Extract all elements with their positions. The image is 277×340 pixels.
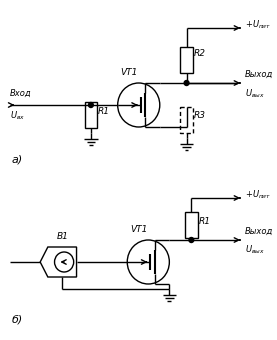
- Bar: [180, 107, 193, 133]
- Text: Выход: Выход: [245, 227, 273, 236]
- Bar: [180, 47, 193, 73]
- Text: $+U_{пит}$: $+U_{пит}$: [245, 189, 271, 201]
- Text: VT1: VT1: [130, 225, 147, 234]
- Text: а): а): [11, 154, 23, 164]
- Text: Вход: Вход: [10, 89, 31, 98]
- Text: VT1: VT1: [120, 68, 138, 77]
- Text: R1: R1: [199, 217, 211, 225]
- Text: $U_{вх}$: $U_{вх}$: [10, 110, 25, 122]
- Circle shape: [184, 81, 189, 85]
- Text: $U_{вых}$: $U_{вых}$: [245, 244, 265, 256]
- Text: R3: R3: [194, 112, 206, 120]
- Circle shape: [88, 102, 93, 107]
- Bar: [185, 212, 198, 238]
- Text: $+U_{пит}$: $+U_{пит}$: [245, 19, 271, 31]
- Text: $U_{вых}$: $U_{вых}$: [245, 87, 265, 100]
- Text: б): б): [11, 314, 23, 324]
- Text: В1: В1: [56, 232, 68, 241]
- Bar: [85, 102, 97, 128]
- Text: R1: R1: [98, 106, 110, 116]
- Text: Выход: Выход: [245, 70, 273, 79]
- Text: R2: R2: [194, 50, 206, 58]
- Circle shape: [189, 238, 194, 242]
